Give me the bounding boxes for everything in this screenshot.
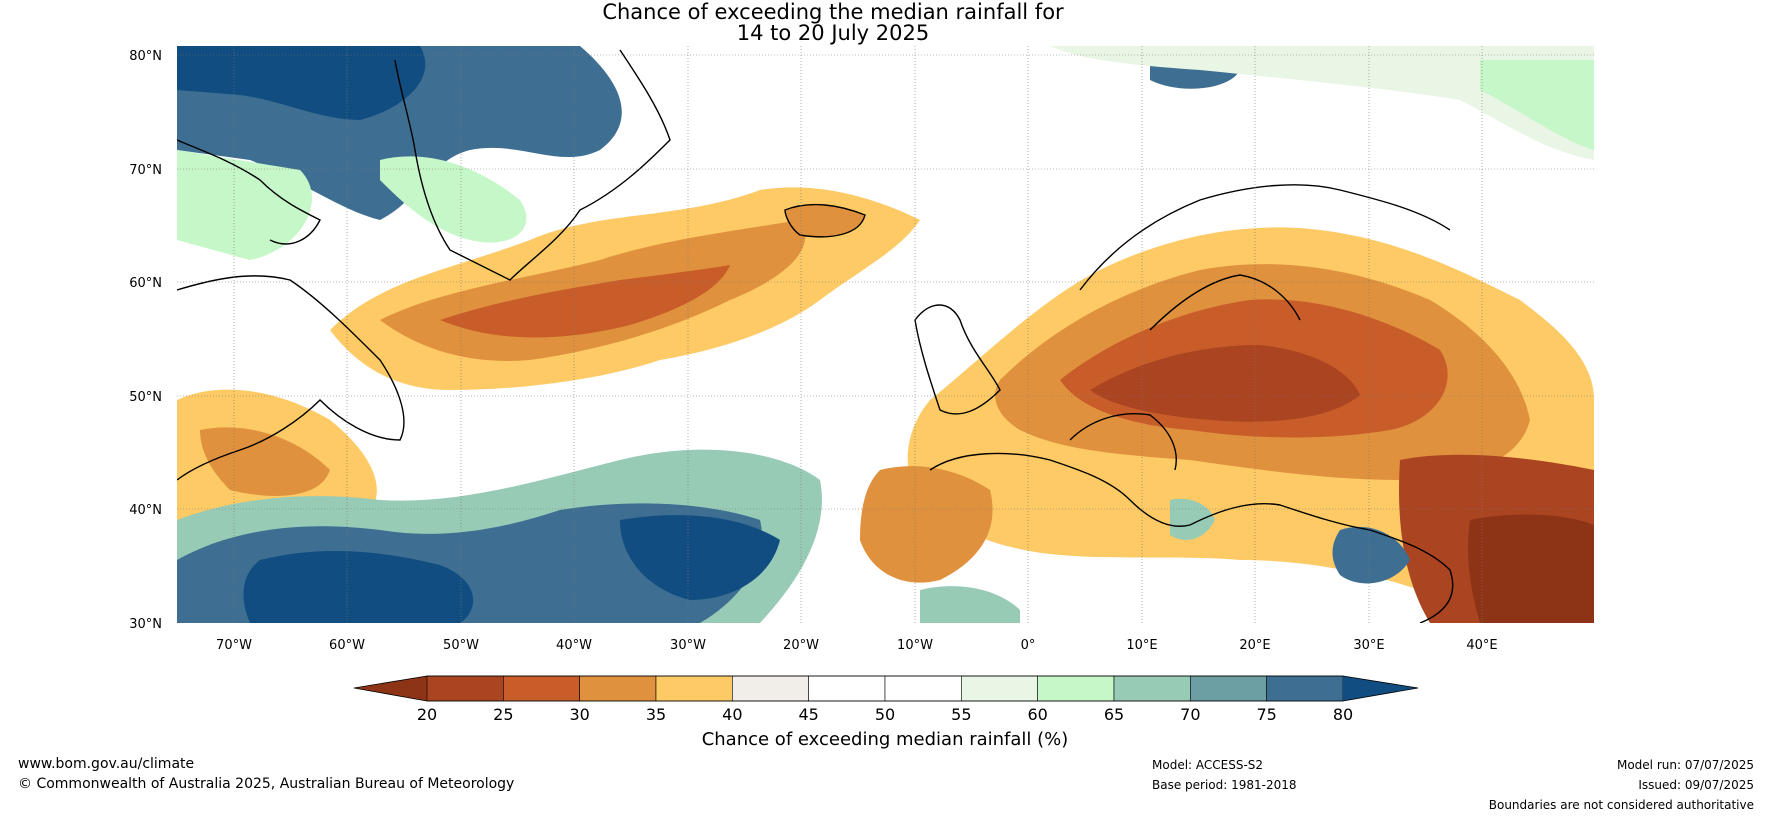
lat-label-70n: 70°N	[129, 163, 162, 178]
lon-label-20w: 20°W	[783, 638, 819, 653]
colorbar-tick-label: 35	[646, 705, 666, 724]
footer-website: www.bom.gov.au/climate	[18, 756, 195, 772]
map-title-line-1: Chance of exceeding the median rainfall …	[602, 0, 1064, 24]
lon-label-20e: 20°E	[1239, 638, 1270, 653]
footer-model-run: Model run: 07/07/2025	[1616, 758, 1754, 772]
footer-copyright: © Commonwealth of Australia 2025, Austra…	[18, 776, 515, 792]
colorbar-tick-label: 80	[1333, 705, 1353, 724]
lat-label-80n: 80°N	[129, 49, 162, 64]
lon-label-30w: 30°W	[670, 638, 706, 653]
colorbar-box	[503, 675, 580, 702]
lon-label-10w: 10°W	[897, 638, 933, 653]
colorbar-label: Chance of exceeding median rainfall (%)	[702, 729, 1069, 750]
colorbar-box	[1113, 675, 1191, 702]
colorbar-tick-label: 45	[798, 705, 818, 724]
footer-base-period: Base period: 1981-2018	[1152, 778, 1297, 792]
lon-label-40w: 40°W	[556, 638, 592, 653]
colorbar-box	[426, 675, 504, 702]
lon-label-50w: 50°W	[443, 638, 479, 653]
colorbar-under-arrow	[354, 676, 427, 701]
colorbar-box	[961, 675, 1038, 702]
lon-label-0: 0°	[1021, 638, 1036, 653]
colorbar-over-arrow	[1343, 676, 1418, 701]
colorbar-tick-label: 75	[1256, 705, 1276, 724]
lon-label-60w: 60°W	[329, 638, 365, 653]
lon-label-10e: 10°E	[1126, 638, 1157, 653]
map-title-line-2: 14 to 20 July 2025	[736, 21, 930, 45]
footer-disclaimer: Boundaries are not considered authoritat…	[1488, 798, 1754, 812]
map-field	[177, 46, 1594, 623]
colorbar-tick-label: 55	[951, 705, 971, 724]
lon-label-70w: 70°W	[216, 638, 252, 653]
colorbar-box	[1037, 675, 1115, 702]
footer-issued: Issued: 09/07/2025	[1638, 778, 1754, 792]
colorbar-tick-label: 60	[1027, 705, 1047, 724]
lat-label-60n: 60°N	[129, 276, 162, 291]
lat-label-40n: 40°N	[129, 503, 162, 518]
lon-label-30e: 30°E	[1353, 638, 1384, 653]
colorbar-tick-label: 40	[722, 705, 742, 724]
graticule	[177, 46, 1594, 623]
colorbar-tick-label: 30	[569, 705, 589, 724]
colorbar-tick-label: 70	[1180, 705, 1200, 724]
colorbar-tick-label: 50	[875, 705, 895, 724]
colorbar-box	[579, 675, 657, 702]
colorbar-box	[1190, 675, 1267, 702]
colorbar-tick-label: 65	[1104, 705, 1124, 724]
colorbar-box	[655, 675, 733, 702]
colorbar-box	[732, 675, 809, 702]
lat-label-50n: 50°N	[129, 390, 162, 405]
colorbar-tick-label: 25	[493, 705, 513, 724]
colorbar-box	[884, 675, 962, 702]
colorbar: 20 25 30 35 40 45 50 55 60 65 70 75 80 Chance of exc…	[353, 675, 1419, 750]
colorbar-tick-label: 20	[417, 705, 437, 724]
footer-model: Model: ACCESS-S2	[1152, 758, 1264, 772]
lon-label-40e: 40°E	[1466, 638, 1497, 653]
colorbar-box	[808, 675, 886, 702]
lat-label-30n: 30°N	[129, 617, 162, 632]
colorbar-box	[1266, 675, 1344, 702]
